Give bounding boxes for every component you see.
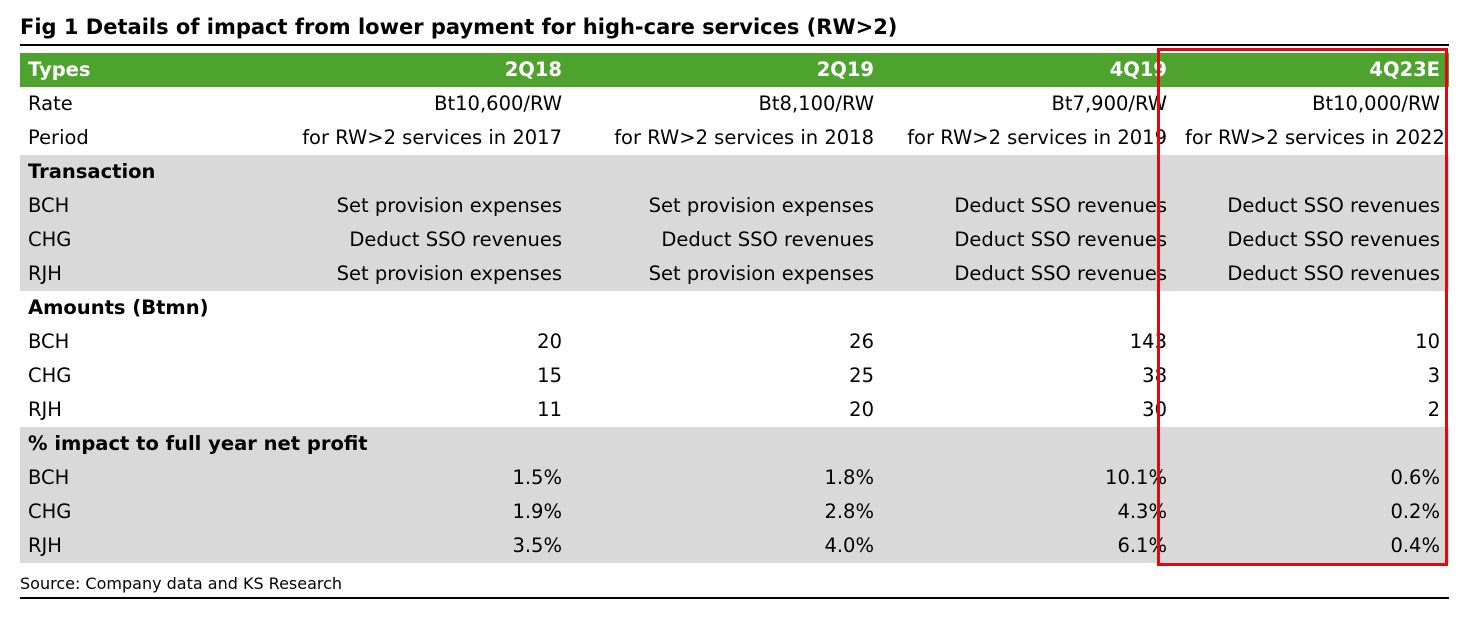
figure-title: Fig 1 Details of impact from lower payme… (20, 15, 898, 39)
table-cell: 6.1% (884, 529, 1177, 563)
section-label: Transaction (20, 155, 1449, 189)
table-cell: Deduct SSO revenues (884, 257, 1177, 291)
header-period-2q18: 2Q18 (262, 53, 572, 87)
table-cell: 3.5% (262, 529, 572, 563)
row-label: RJH (20, 529, 262, 563)
row-label: CHG (20, 359, 262, 393)
table-cell: 0.2% (1177, 495, 1449, 529)
table-cell: 1.9% (262, 495, 572, 529)
row-label: RJH (20, 257, 262, 291)
table-row-rate: Rate Bt10,600/RW Bt8,100/RW Bt7,900/RW B… (20, 87, 1449, 121)
table-cell: for RW>2 services in 2022 (1177, 121, 1449, 155)
table-row: CHG Deduct SSO revenues Deduct SSO reven… (20, 223, 1449, 257)
table-cell: 4.3% (884, 495, 1177, 529)
table-cell: Deduct SSO revenues (1177, 189, 1449, 223)
table-cell: Set provision expenses (262, 189, 572, 223)
table-cell: 4.0% (572, 529, 884, 563)
table-cell: Deduct SSO revenues (884, 189, 1177, 223)
header-period-4q19: 4Q19 (884, 53, 1177, 87)
table-cell: Bt10,600/RW (262, 87, 572, 121)
header-label-types: Types (20, 53, 262, 87)
section-label: Amounts (Btmn) (20, 291, 1449, 325)
table-cell: 1.8% (572, 461, 884, 495)
table-cell: Deduct SSO revenues (262, 223, 572, 257)
section-row-impact: % impact to full year net profit (20, 427, 1449, 461)
table-cell: Set provision expenses (262, 257, 572, 291)
row-label: Rate (20, 87, 262, 121)
table-cell: Deduct SSO revenues (1177, 223, 1449, 257)
table-cell: 143 (884, 325, 1177, 359)
table-cell: Deduct SSO revenues (572, 223, 884, 257)
table-cell: for RW>2 services in 2017 (262, 121, 572, 155)
row-label: RJH (20, 393, 262, 427)
row-label: CHG (20, 223, 262, 257)
table-cell: 30 (884, 393, 1177, 427)
section-row-amounts: Amounts (Btmn) (20, 291, 1449, 325)
title-divider (20, 44, 1449, 46)
header-period-4q23e: 4Q23E (1177, 53, 1449, 87)
table-row: BCH 1.5% 1.8% 10.1% 0.6% (20, 461, 1449, 495)
table-cell: 11 (262, 393, 572, 427)
table-cell: 2 (1177, 393, 1449, 427)
table-cell: 20 (572, 393, 884, 427)
table-cell: for RW>2 services in 2018 (572, 121, 884, 155)
table-cell: Bt7,900/RW (884, 87, 1177, 121)
table-cell: Deduct SSO revenues (1177, 257, 1449, 291)
table-cell: 2.8% (572, 495, 884, 529)
source-note: Source: Company data and KS Research (20, 574, 343, 593)
section-label: % impact to full year net profit (20, 427, 1449, 461)
impact-details-table: Types 2Q18 2Q19 4Q19 4Q23E Rate Bt10,600… (20, 53, 1449, 563)
table-cell: 0.4% (1177, 529, 1449, 563)
table-row: CHG 15 25 38 3 (20, 359, 1449, 393)
table-cell: 20 (262, 325, 572, 359)
row-label: CHG (20, 495, 262, 529)
table-row-period: Period for RW>2 services in 2017 for RW>… (20, 121, 1449, 155)
row-label: BCH (20, 461, 262, 495)
table-cell: Deduct SSO revenues (884, 223, 1177, 257)
table-header-row: Types 2Q18 2Q19 4Q19 4Q23E (20, 53, 1449, 87)
row-label: BCH (20, 325, 262, 359)
table-cell: for RW>2 services in 2019 (884, 121, 1177, 155)
table-cell: 26 (572, 325, 884, 359)
table-cell: 3 (1177, 359, 1449, 393)
bottom-divider (20, 597, 1449, 599)
table-row: RJH Set provision expenses Set provision… (20, 257, 1449, 291)
table-row: RJH 3.5% 4.0% 6.1% 0.4% (20, 529, 1449, 563)
table-cell: Set provision expenses (572, 257, 884, 291)
table-row: BCH Set provision expenses Set provision… (20, 189, 1449, 223)
table-row: CHG 1.9% 2.8% 4.3% 0.2% (20, 495, 1449, 529)
table-cell: 25 (572, 359, 884, 393)
table-cell: 15 (262, 359, 572, 393)
table-cell: 0.6% (1177, 461, 1449, 495)
table-cell: Bt8,100/RW (572, 87, 884, 121)
table-cell: 10.1% (884, 461, 1177, 495)
row-label: Period (20, 121, 262, 155)
table-row: BCH 20 26 143 10 (20, 325, 1449, 359)
section-row-transaction: Transaction (20, 155, 1449, 189)
table-cell: Bt10,000/RW (1177, 87, 1449, 121)
table-cell: Set provision expenses (572, 189, 884, 223)
table-cell: 10 (1177, 325, 1449, 359)
table-cell: 1.5% (262, 461, 572, 495)
table-cell: 38 (884, 359, 1177, 393)
header-period-2q19: 2Q19 (572, 53, 884, 87)
table-row: RJH 11 20 30 2 (20, 393, 1449, 427)
row-label: BCH (20, 189, 262, 223)
